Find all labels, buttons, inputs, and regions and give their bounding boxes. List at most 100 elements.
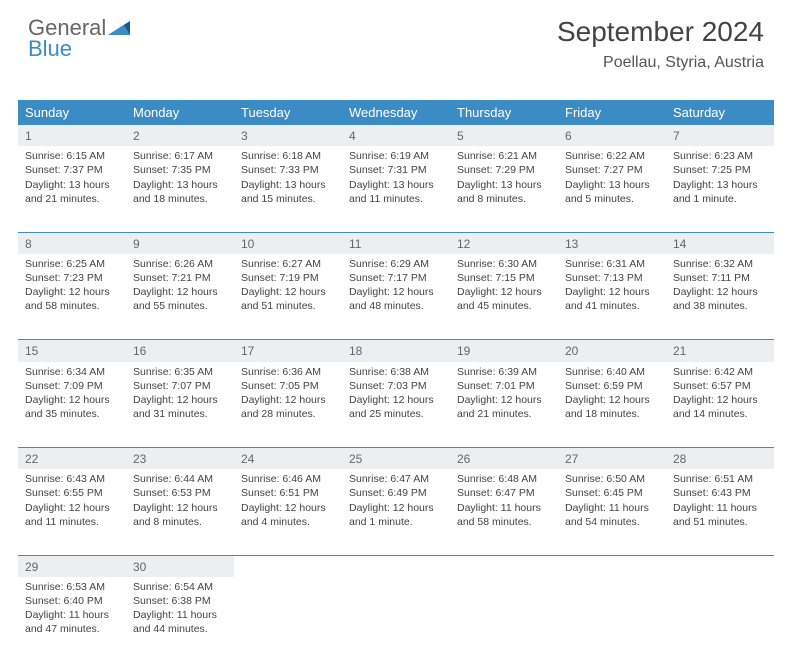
sunrise-text: Sunrise: 6:22 AM [565,149,659,163]
day-cell: Sunrise: 6:47 AMSunset: 6:49 PMDaylight:… [342,469,450,555]
day1-text: Daylight: 12 hours [133,501,227,515]
sunrise-text: Sunrise: 6:29 AM [349,257,443,271]
day1-text: Daylight: 12 hours [349,501,443,515]
day-cell: Sunrise: 6:35 AMSunset: 7:07 PMDaylight:… [126,362,234,448]
day1-text: Daylight: 13 hours [133,178,227,192]
sunset-text: Sunset: 7:11 PM [673,271,767,285]
day-cell: Sunrise: 6:43 AMSunset: 6:55 PMDaylight:… [18,469,126,555]
day2-text: and 35 minutes. [25,407,119,421]
day1-text: Daylight: 13 hours [349,178,443,192]
day-cell: Sunrise: 6:25 AMSunset: 7:23 PMDaylight:… [18,254,126,340]
day-number: 28 [666,448,774,470]
day2-text: and 21 minutes. [25,192,119,206]
day2-text: and 44 minutes. [133,622,227,636]
day-cell: Sunrise: 6:29 AMSunset: 7:17 PMDaylight:… [342,254,450,340]
sunrise-text: Sunrise: 6:23 AM [673,149,767,163]
day1-text: Daylight: 12 hours [133,285,227,299]
day1-text: Daylight: 12 hours [565,393,659,407]
weekday-header: Saturday [666,100,774,125]
day2-text: and 4 minutes. [241,515,335,529]
sunrise-text: Sunrise: 6:15 AM [25,149,119,163]
day-cell: Sunrise: 6:40 AMSunset: 6:59 PMDaylight:… [558,362,666,448]
day1-text: Daylight: 12 hours [241,393,335,407]
day2-text: and 18 minutes. [133,192,227,206]
sunset-text: Sunset: 7:01 PM [457,379,551,393]
day1-text: Daylight: 11 hours [565,501,659,515]
day-number: 22 [18,448,126,470]
day-cell: Sunrise: 6:38 AMSunset: 7:03 PMDaylight:… [342,362,450,448]
day2-text: and 54 minutes. [565,515,659,529]
day1-text: Daylight: 11 hours [25,608,119,622]
sunset-text: Sunset: 6:55 PM [25,486,119,500]
day-number [666,555,774,577]
day-cell: Sunrise: 6:19 AMSunset: 7:31 PMDaylight:… [342,146,450,232]
sunrise-text: Sunrise: 6:39 AM [457,365,551,379]
day-number: 1 [18,125,126,146]
week-row: Sunrise: 6:34 AMSunset: 7:09 PMDaylight:… [18,362,774,448]
day1-text: Daylight: 12 hours [457,285,551,299]
sunrise-text: Sunrise: 6:30 AM [457,257,551,271]
day2-text: and 21 minutes. [457,407,551,421]
day-number: 2 [126,125,234,146]
day-number: 29 [18,555,126,577]
day-number: 25 [342,448,450,470]
sunset-text: Sunset: 7:35 PM [133,163,227,177]
day1-text: Daylight: 12 hours [25,501,119,515]
sunrise-text: Sunrise: 6:53 AM [25,580,119,594]
day1-text: Daylight: 13 hours [241,178,335,192]
day1-text: Daylight: 11 hours [133,608,227,622]
day2-text: and 31 minutes. [133,407,227,421]
day2-text: and 55 minutes. [133,299,227,313]
day-cell: Sunrise: 6:48 AMSunset: 6:47 PMDaylight:… [450,469,558,555]
day-number: 13 [558,232,666,254]
day2-text: and 5 minutes. [565,192,659,206]
sunrise-text: Sunrise: 6:47 AM [349,472,443,486]
sunset-text: Sunset: 7:31 PM [349,163,443,177]
weekday-header: Thursday [450,100,558,125]
day-number: 14 [666,232,774,254]
weekday-header: Sunday [18,100,126,125]
day-number: 16 [126,340,234,362]
daynum-row: 1234567 [18,125,774,146]
daynum-row: 2930 [18,555,774,577]
day-cell: Sunrise: 6:27 AMSunset: 7:19 PMDaylight:… [234,254,342,340]
day1-text: Daylight: 12 hours [133,393,227,407]
week-row: Sunrise: 6:43 AMSunset: 6:55 PMDaylight:… [18,469,774,555]
weekday-header: Monday [126,100,234,125]
sunrise-text: Sunrise: 6:36 AM [241,365,335,379]
day2-text: and 45 minutes. [457,299,551,313]
week-row: Sunrise: 6:53 AMSunset: 6:40 PMDaylight:… [18,577,774,663]
page-title: September 2024 [557,16,764,48]
day-number: 27 [558,448,666,470]
day2-text: and 51 minutes. [673,515,767,529]
day2-text: and 51 minutes. [241,299,335,313]
sunrise-text: Sunrise: 6:18 AM [241,149,335,163]
daynum-row: 891011121314 [18,232,774,254]
day-number: 11 [342,232,450,254]
sunrise-text: Sunrise: 6:42 AM [673,365,767,379]
sunrise-text: Sunrise: 6:38 AM [349,365,443,379]
sunset-text: Sunset: 7:23 PM [25,271,119,285]
sunset-text: Sunset: 7:17 PM [349,271,443,285]
sunset-text: Sunset: 6:49 PM [349,486,443,500]
day-number [234,555,342,577]
day1-text: Daylight: 12 hours [349,285,443,299]
sunset-text: Sunset: 6:51 PM [241,486,335,500]
day1-text: Daylight: 12 hours [565,285,659,299]
sunset-text: Sunset: 7:03 PM [349,379,443,393]
day-cell: Sunrise: 6:50 AMSunset: 6:45 PMDaylight:… [558,469,666,555]
title-block: September 2024 Poellau, Styria, Austria [557,16,764,72]
sunset-text: Sunset: 7:33 PM [241,163,335,177]
sunset-text: Sunset: 7:29 PM [457,163,551,177]
sunrise-text: Sunrise: 6:17 AM [133,149,227,163]
day-cell [666,577,774,663]
day1-text: Daylight: 13 hours [25,178,119,192]
day1-text: Daylight: 13 hours [673,178,767,192]
day1-text: Daylight: 12 hours [25,393,119,407]
week-row: Sunrise: 6:25 AMSunset: 7:23 PMDaylight:… [18,254,774,340]
day-cell [234,577,342,663]
day-cell [558,577,666,663]
day2-text: and 15 minutes. [241,192,335,206]
day-number: 18 [342,340,450,362]
day1-text: Daylight: 12 hours [349,393,443,407]
